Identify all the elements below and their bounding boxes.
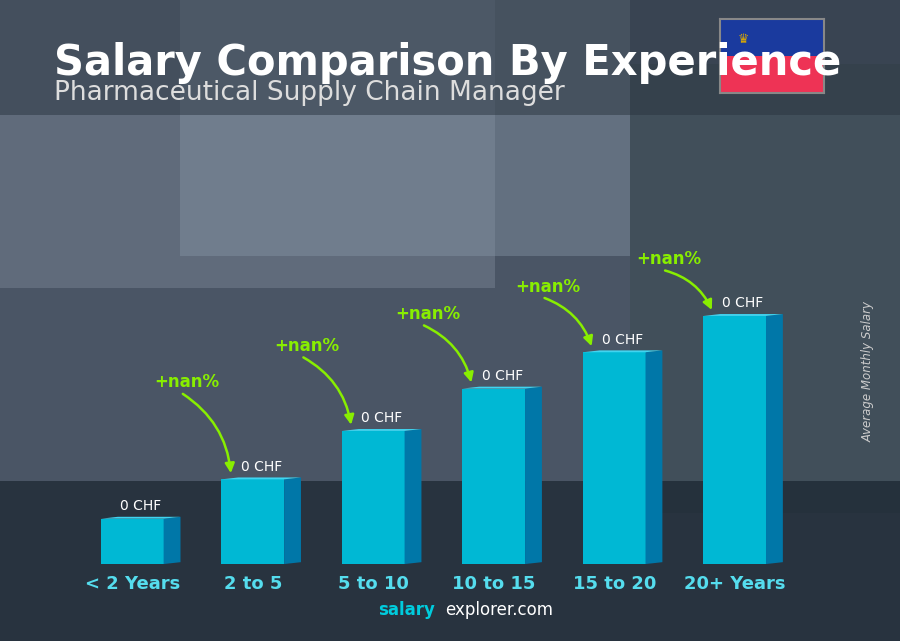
Text: +nan%: +nan% [395, 304, 460, 323]
Bar [463, 388, 525, 564]
Bar [720, 56, 824, 93]
Text: +nan%: +nan% [635, 250, 701, 269]
Polygon shape [766, 314, 783, 564]
Bar [720, 19, 824, 56]
Text: +nan%: +nan% [154, 373, 219, 391]
Polygon shape [703, 314, 783, 316]
Polygon shape [525, 387, 542, 564]
Polygon shape [645, 351, 662, 564]
Text: 0 CHF: 0 CHF [361, 412, 402, 426]
Text: salary: salary [378, 601, 435, 619]
Text: 0 CHF: 0 CHF [723, 296, 764, 310]
Bar [0, 481, 900, 641]
Bar [221, 479, 284, 564]
Text: 0 CHF: 0 CHF [120, 499, 161, 513]
Polygon shape [221, 478, 301, 479]
Bar [630, 64, 900, 513]
Bar [180, 0, 630, 256]
Text: Pharmaceutical Supply Chain Manager: Pharmaceutical Supply Chain Manager [54, 80, 565, 106]
Text: 0 CHF: 0 CHF [240, 460, 282, 474]
Text: explorer.com: explorer.com [446, 601, 554, 619]
Text: +nan%: +nan% [274, 337, 339, 354]
Text: Salary Comparison By Experience: Salary Comparison By Experience [54, 42, 842, 84]
Bar [0, 0, 900, 115]
Polygon shape [463, 387, 542, 388]
Bar [0, 0, 495, 288]
Bar [703, 316, 766, 564]
Text: +nan%: +nan% [516, 278, 580, 296]
Bar [101, 519, 164, 564]
Polygon shape [164, 517, 181, 564]
Polygon shape [101, 517, 181, 519]
Polygon shape [583, 351, 662, 353]
Text: 0 CHF: 0 CHF [482, 369, 523, 383]
Polygon shape [284, 478, 301, 564]
Text: 0 CHF: 0 CHF [602, 333, 644, 347]
Polygon shape [405, 429, 421, 564]
Polygon shape [342, 429, 421, 431]
Text: Average Monthly Salary: Average Monthly Salary [862, 301, 875, 442]
Bar [342, 431, 405, 564]
Bar [583, 353, 645, 564]
Text: ♛: ♛ [737, 33, 749, 46]
